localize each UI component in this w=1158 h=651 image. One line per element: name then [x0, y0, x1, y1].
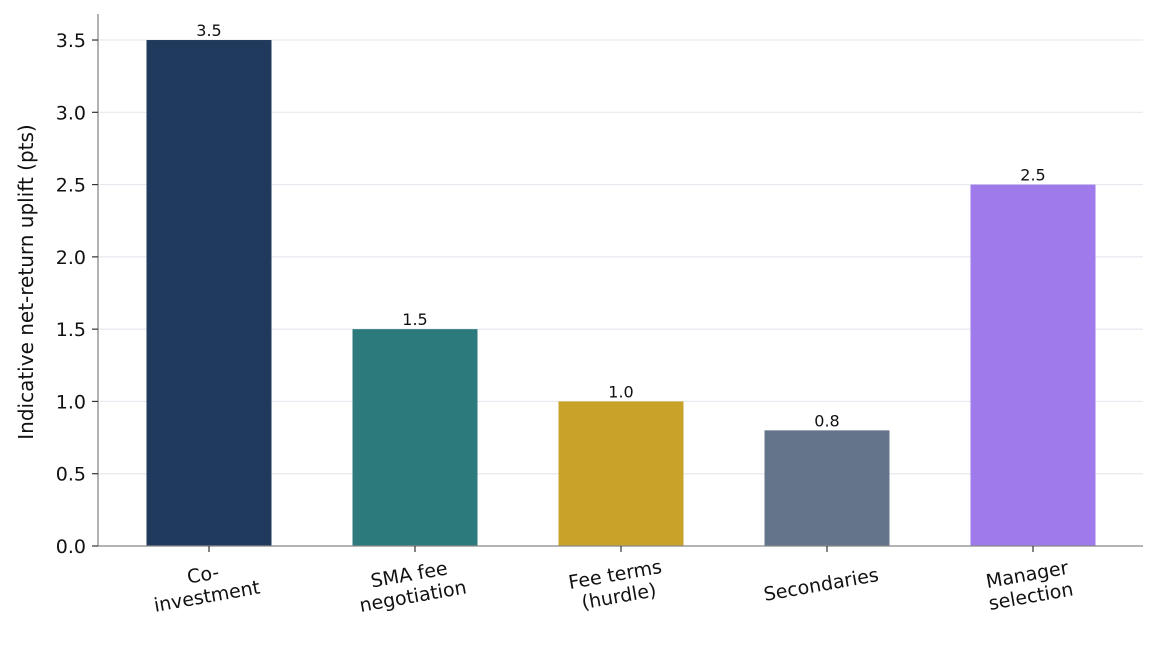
y-tick-label: 3.5: [56, 30, 86, 52]
y-tick-label: 0.5: [56, 464, 86, 486]
y-tick-label: 0.0: [56, 536, 86, 558]
y-tick-label: 2.5: [56, 175, 86, 197]
x-tick-label: Secondaries: [762, 564, 880, 606]
bar: [146, 40, 272, 547]
x-tick-label: Co-investment: [152, 561, 261, 616]
bar-value-label: 3.5: [196, 21, 221, 40]
bar: [970, 184, 1096, 546]
bar: [764, 430, 890, 546]
x-tick-label-line: Secondaries: [762, 564, 880, 606]
bar-value-label: 0.8: [814, 411, 839, 430]
y-tick-label: 1.5: [56, 319, 86, 341]
x-tick-label-line: Co-: [185, 561, 220, 588]
y-axis-title: Indicative net-return uplift (pts): [14, 124, 38, 439]
bar-value-labels: 3.5 1.5 1.0 0.8 2.5: [196, 21, 1045, 430]
bar-value-label: 1.0: [608, 382, 633, 401]
y-tick-label: 2.0: [56, 247, 86, 269]
y-tick-label: 1.0: [56, 391, 86, 413]
x-tick-label: Fee terms(hurdle): [567, 556, 664, 614]
y-ticks: 0.0 0.5 1.0 1.5 2.0 2.5 3.0 3.5: [56, 30, 98, 558]
bar: [558, 401, 684, 546]
y-tick-label: 3.0: [56, 102, 86, 124]
bar: [352, 329, 478, 546]
bars: [146, 40, 1096, 547]
bar-value-label: 2.5: [1020, 166, 1045, 185]
grid-lines: [98, 39, 1143, 475]
bar-value-label: 1.5: [402, 310, 427, 329]
